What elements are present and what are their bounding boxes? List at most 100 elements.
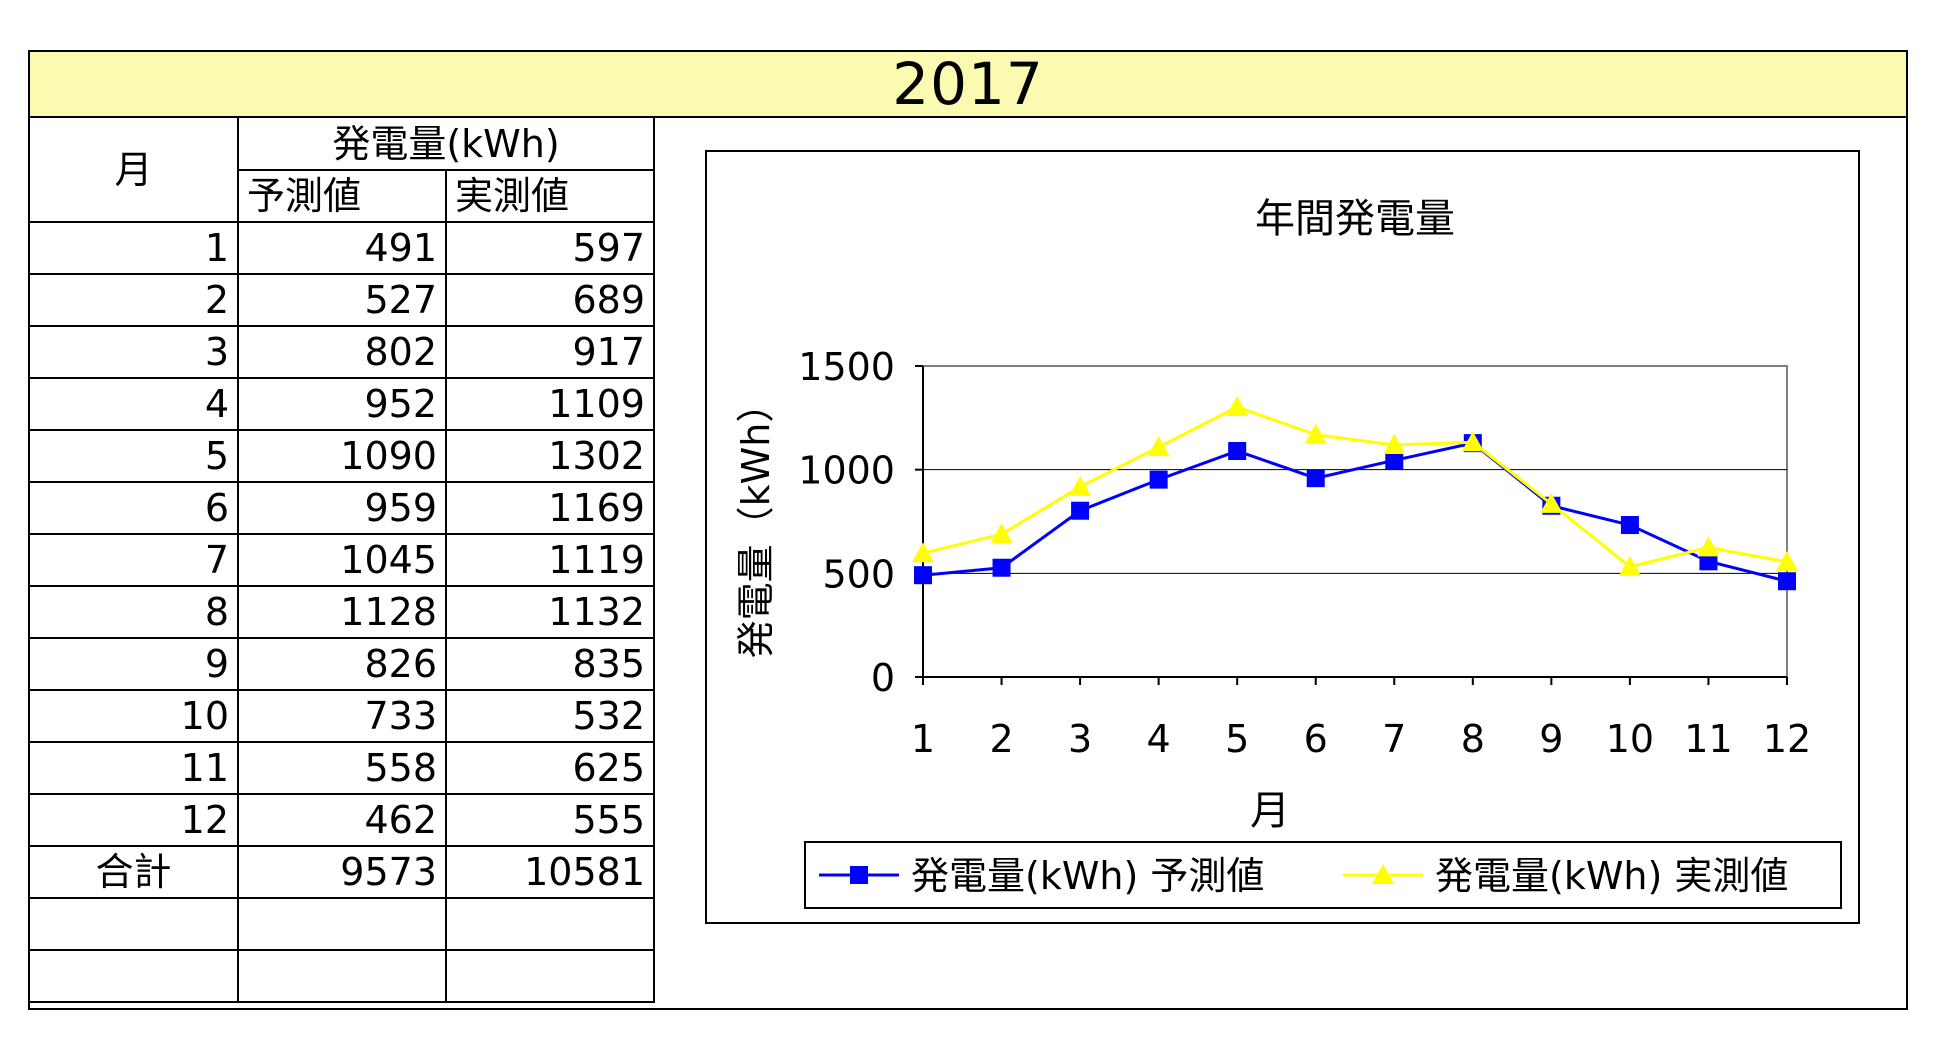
act-cell: 1169 [445, 481, 655, 535]
data-point-act [1618, 555, 1641, 576]
pred-cell: 527 [237, 273, 447, 327]
y-axis-label: 発電量（kWh） [734, 385, 778, 659]
table-row: 5 1090 1302 [30, 429, 655, 483]
data-point-pred [1071, 501, 1090, 520]
table-row: 10 733 532 [30, 689, 655, 743]
chart-area: 年間発電量 0 500 1000 1500 1 2 3 4 5 6 7 8 9 10 11 12 月発電量（kWh… [705, 150, 1860, 924]
month-cell: 6 [30, 481, 239, 535]
legend-marker-act [1372, 864, 1394, 884]
y-tick-label: 0 [871, 656, 895, 700]
year-title: 2017 [30, 50, 1906, 118]
pred-cell: 491 [237, 221, 447, 275]
pred-cell: 952 [237, 377, 447, 431]
pred-cell: 1045 [237, 533, 447, 587]
legend-marker-pred [850, 866, 868, 884]
legend-box [804, 841, 1842, 909]
group-header: 発電量(kWh) [237, 118, 655, 171]
total-label: 合計 [30, 845, 239, 899]
month-cell: 10 [30, 689, 239, 743]
month-cell: 1 [30, 221, 239, 275]
x-tick-label: 10 [1606, 717, 1654, 761]
x-axis-label: 月 [1250, 788, 1290, 834]
plot-area [922, 365, 1788, 678]
data-point-act [1383, 433, 1406, 454]
month-cell: 11 [30, 741, 239, 795]
x-tick-label: 3 [1068, 717, 1092, 761]
data-point-pred [1306, 469, 1325, 488]
month-header: 月 [30, 118, 239, 223]
y-tick-label: 1000 [798, 449, 895, 493]
x-tick-label: 12 [1763, 717, 1811, 761]
x-tick-label: 1 [911, 717, 935, 761]
x-tick-label: 4 [1147, 717, 1171, 761]
legend-label-2: 発電量(kWh) 実測値 [1435, 854, 1788, 898]
month-cell: 5 [30, 429, 239, 483]
pred-cell: 1128 [237, 585, 447, 639]
table-row: 6 959 1169 [30, 481, 655, 535]
data-point-act [1147, 436, 1170, 457]
data-point-pred [992, 558, 1011, 577]
data-point-pred [914, 566, 932, 585]
data-point-act [912, 542, 934, 563]
total-row: 合計 9573 10581 [30, 845, 655, 899]
series-line-1 [922, 441, 1788, 583]
data-point-act [990, 523, 1013, 544]
data-point-act [1226, 396, 1249, 417]
empty-cell [237, 897, 447, 951]
month-cell: 12 [30, 793, 239, 847]
data-point-act [1540, 492, 1563, 513]
table-row: 8 1128 1132 [30, 585, 655, 639]
data-point-act [1069, 475, 1092, 496]
header-row-2: 予測値 実測値 [30, 169, 655, 223]
data-point-pred [1228, 442, 1247, 461]
x-tick-label: 7 [1382, 717, 1406, 761]
data-point-pred [1385, 451, 1404, 470]
empty-cell [30, 949, 239, 1003]
pred-cell: 802 [237, 325, 447, 379]
month-cell: 8 [30, 585, 239, 639]
month-cell: 2 [30, 273, 239, 327]
act-cell: 1132 [445, 585, 655, 639]
act-cell: 835 [445, 637, 655, 691]
pred-cell: 826 [237, 637, 447, 691]
table-row: 9 826 835 [30, 637, 655, 691]
chart-title: 年間発電量 [1255, 196, 1455, 242]
x-tick-label: 2 [989, 717, 1013, 761]
pred-cell: 558 [237, 741, 447, 795]
spreadsheet-frame: 2017 月 発電量(kWh) 予測値 実測値 1 491 597 2 527 689 3 8… [28, 50, 1908, 1010]
empty-cell [445, 897, 655, 951]
act-cell: 1302 [445, 429, 655, 483]
month-cell: 4 [30, 377, 239, 431]
empty-cell [445, 949, 655, 1003]
data-point-pred [1620, 516, 1639, 535]
table-row: 4 952 1109 [30, 377, 655, 431]
x-tick-label: 6 [1304, 717, 1328, 761]
empty-row [30, 897, 655, 951]
table-row: 7 1045 1119 [30, 533, 655, 587]
data-point-pred [1149, 470, 1168, 489]
table-row: 1 491 597 [30, 221, 655, 275]
act-cell: 917 [445, 325, 655, 379]
pred-cell: 733 [237, 689, 447, 743]
empty-row [30, 949, 655, 1003]
month-cell: 3 [30, 325, 239, 379]
data-point-pred [1778, 572, 1796, 591]
pred-cell: 1090 [237, 429, 447, 483]
total-act-cell: 10581 [445, 845, 655, 899]
act-cell: 1109 [445, 377, 655, 431]
data-point-act [1697, 536, 1720, 557]
act-cell: 1119 [445, 533, 655, 587]
empty-cell [237, 949, 447, 1003]
legend-label-1: 発電量(kWh) 予測値 [911, 854, 1264, 898]
data-point-act [1304, 423, 1327, 444]
y-tick-label: 1500 [798, 345, 895, 389]
table-row: 3 802 917 [30, 325, 655, 379]
data-table: 月 発電量(kWh) 予測値 実測値 1 491 597 2 527 689 3 802 917… [30, 118, 655, 1003]
pred-cell: 462 [237, 793, 447, 847]
data-point-act [1776, 550, 1798, 571]
series-line-2 [922, 405, 1788, 569]
act-header: 実測値 [445, 169, 655, 223]
act-cell: 555 [445, 793, 655, 847]
table-body: 月 発電量(kWh) 予測値 実測値 1 491 597 2 527 689 3 802 917… [30, 118, 655, 1003]
